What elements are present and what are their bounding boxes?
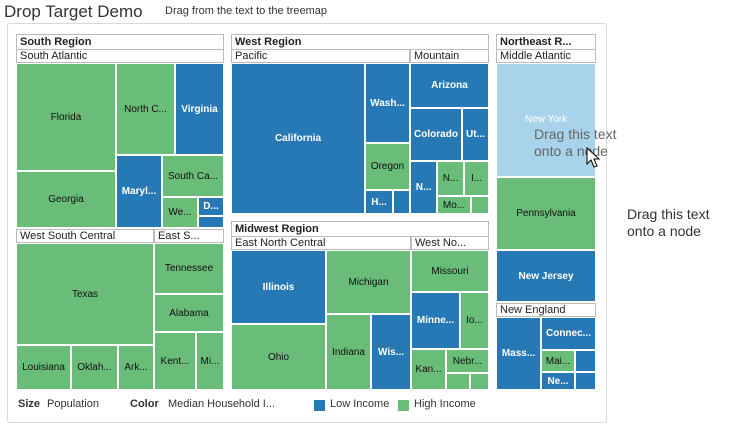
treemap-node-rhode-island[interactable] (575, 350, 596, 372)
subregion-header-west-south-central[interactable]: West South Central (16, 229, 154, 243)
treemap-node-alaska[interactable] (393, 190, 410, 214)
treemap-node-west-virginia[interactable]: We... (162, 197, 198, 228)
treemap-node-indiana[interactable]: Indiana (326, 314, 371, 390)
legend-color-value: Median Household I... (168, 398, 276, 410)
legend-low-income-swatch (314, 400, 325, 411)
subregion-header-west-north-central[interactable]: West No... (411, 236, 489, 250)
treemap-node-new-hampshire[interactable]: Ne... (541, 372, 575, 390)
subregion-header-east-north-central[interactable]: East North Central (231, 236, 411, 250)
drag-preview-text: Drag this text onto a node (534, 126, 617, 159)
page-subtitle: Drag from the text to the treemap (165, 5, 328, 17)
treemap-node-minnesota[interactable]: Minne... (411, 292, 460, 349)
region-header-south[interactable]: South Region (16, 34, 224, 50)
subregion-header-mountain[interactable]: Mountain (410, 49, 489, 63)
treemap-node-pennsylvania[interactable]: Pennsylvania (496, 177, 596, 250)
treemap-node-idaho[interactable]: I... (464, 161, 489, 196)
treemap-node-dc[interactable] (198, 216, 224, 228)
treemap-node-iowa[interactable]: Io... (460, 292, 489, 349)
treemap-node-utah[interactable]: Ut... (462, 108, 489, 161)
legend-high-income-label: High Income (414, 398, 476, 410)
treemap-node-nebraska[interactable]: Nebr... (446, 349, 489, 373)
treemap-node-alabama[interactable]: Alabama (154, 294, 224, 332)
treemap-node-kentucky[interactable]: Kent... (154, 332, 196, 390)
treemap-node-south-dakota[interactable] (446, 373, 470, 390)
treemap-node-new-jersey[interactable]: New Jersey (496, 250, 596, 302)
subregion-header-east-south-central[interactable]: East S... (154, 229, 224, 243)
treemap-node-texas[interactable]: Texas (16, 243, 154, 345)
mouse-cursor-icon (586, 147, 600, 168)
treemap-node-maine[interactable]: Mai... (541, 350, 575, 372)
treemap-node-washington[interactable]: Wash... (365, 63, 410, 143)
treemap-panel (7, 23, 607, 423)
treemap-node-massachusetts[interactable]: Mass... (496, 317, 541, 390)
legend-high-income-swatch (398, 400, 409, 411)
treemap-node-north-carolina[interactable]: North C... (116, 63, 175, 155)
region-header-west[interactable]: West Region (231, 34, 489, 50)
treemap-node-virginia[interactable]: Virginia (175, 63, 224, 155)
treemap-node-tennessee[interactable]: Tennessee (154, 243, 224, 294)
treemap-node-georgia[interactable]: Georgia (16, 171, 116, 228)
legend-size-value: Population (47, 398, 99, 410)
subregion-header-pacific[interactable]: Pacific (231, 49, 410, 63)
treemap-node-wyoming[interactable] (471, 196, 489, 214)
treemap-node-illinois[interactable]: Illinois (231, 250, 326, 324)
treemap-node-louisiana[interactable]: Louisiana (16, 345, 71, 390)
legend-size-label: Size (18, 398, 41, 410)
treemap-node-oregon[interactable]: Oregon (365, 143, 410, 190)
subregion-header-middle-atlantic[interactable]: Middle Atlantic (496, 49, 596, 63)
treemap-node-mississippi[interactable]: Mi... (196, 332, 224, 390)
treemap-node-arkansas[interactable]: Ark... (118, 345, 154, 390)
treemap-node-oklahoma[interactable]: Oklah... (71, 345, 118, 390)
treemap-node-michigan[interactable]: Michigan (326, 250, 411, 314)
treemap-node-south-carolina[interactable]: South Ca... (162, 155, 224, 197)
treemap-node-hawaii[interactable]: H... (365, 190, 393, 214)
page-title: Drop Target Demo (4, 2, 143, 21)
treemap-node-nevada[interactable]: N... (410, 161, 437, 214)
treemap-node-maryland[interactable]: Maryl... (116, 155, 162, 228)
treemap-node-arizona[interactable]: Arizona (410, 63, 489, 108)
treemap-node-north-dakota[interactable] (470, 373, 489, 390)
legend-low-income-label: Low Income (330, 398, 390, 410)
treemap-node-new-mexico[interactable]: N... (437, 161, 464, 196)
treemap-node-connecticut[interactable]: Connec... (541, 317, 596, 350)
treemap-node-colorado[interactable]: Colorado (410, 108, 462, 161)
region-header-northeast[interactable]: Northeast R... (496, 34, 596, 50)
treemap-node-kansas[interactable]: Kan... (411, 349, 446, 390)
drag-source-text[interactable]: Drag this text onto a node (627, 206, 710, 239)
legend-color-label: Color (130, 398, 159, 410)
subregion-header-new-england[interactable]: New England (496, 303, 596, 317)
treemap-node-vermont[interactable] (575, 372, 596, 390)
treemap-node-wisconsin[interactable]: Wis... (371, 314, 411, 390)
treemap-node-delaware[interactable]: D... (198, 197, 224, 216)
treemap-node-ohio[interactable]: Ohio (231, 324, 326, 390)
region-header-midwest[interactable]: Midwest Region (231, 221, 489, 237)
subregion-header-south-atlantic[interactable]: South Atlantic (16, 49, 224, 63)
treemap-node-florida[interactable]: Florida (16, 63, 116, 171)
treemap-node-california[interactable]: California (231, 63, 365, 214)
treemap-node-montana[interactable]: Mo... (437, 196, 471, 214)
treemap-node-new-york[interactable]: New York (496, 63, 596, 177)
treemap-node-missouri[interactable]: Missouri (411, 250, 489, 292)
